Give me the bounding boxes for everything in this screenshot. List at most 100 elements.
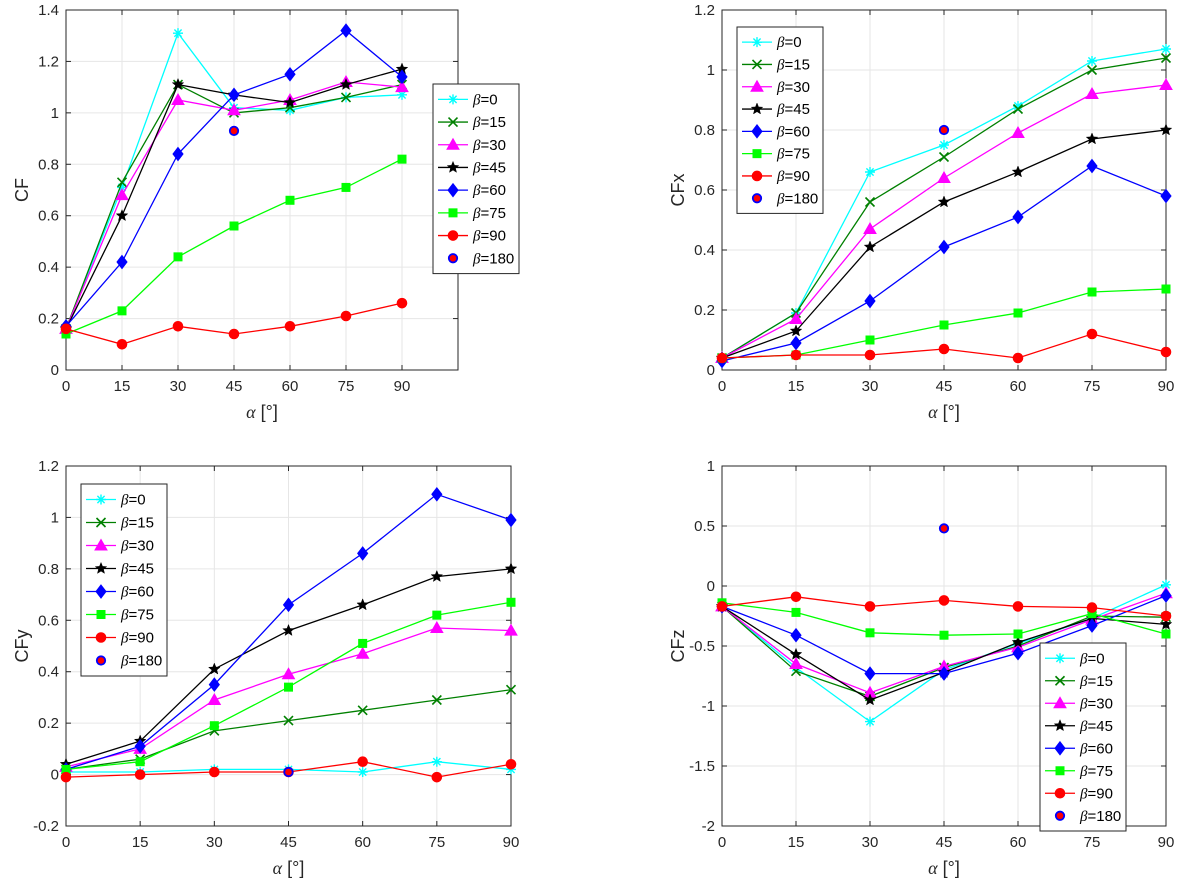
- data-point: [357, 705, 368, 716]
- y-axis-label: CFy: [12, 630, 32, 663]
- x-tick-label: 60: [1010, 378, 1027, 395]
- data-point: [1160, 188, 1172, 204]
- x-tick-label: 45: [936, 378, 953, 395]
- data-point: [355, 646, 370, 659]
- data-point: [790, 349, 802, 361]
- data-point: [283, 766, 294, 778]
- data-point: [60, 771, 72, 783]
- legend-entry: β=75: [742, 146, 810, 163]
- data-point: [116, 177, 128, 188]
- data-point: [227, 103, 241, 116]
- legend-symbol: β: [472, 251, 481, 267]
- data-point: [1012, 209, 1024, 225]
- x-tick-label: 15: [132, 834, 149, 851]
- legend-entry: β=75: [438, 205, 506, 222]
- data-point: [938, 666, 950, 681]
- legend-value: =0: [1087, 650, 1104, 667]
- data-point: [283, 715, 294, 726]
- legend-marker: [1054, 810, 1066, 821]
- y-tick-label: 1.2: [38, 53, 59, 70]
- legend-value: =180: [480, 250, 514, 267]
- legend: β=0β=15β=30β=45β=60β=75β=90β=180: [80, 483, 168, 677]
- x-axis-unit: [°]: [938, 858, 960, 878]
- data-point: [939, 320, 949, 330]
- series-beta-90: [60, 297, 408, 350]
- data-point: [1086, 328, 1098, 340]
- x-tick-label: 60: [354, 834, 371, 851]
- legend-marker: [752, 37, 762, 48]
- series-beta-180: [938, 124, 950, 136]
- x-tick-label: 90: [503, 834, 520, 851]
- data-point: [865, 628, 875, 638]
- data-point: [789, 324, 803, 337]
- legend-entry: β=30: [742, 79, 810, 96]
- data-point: [865, 716, 875, 727]
- data-point: [865, 167, 875, 177]
- legend-label: β=180: [1079, 808, 1121, 825]
- legend-label: β=45: [120, 561, 154, 578]
- series-beta-60: [60, 23, 408, 334]
- legend-box: [1039, 642, 1127, 832]
- data-point: [341, 182, 351, 192]
- legend-value: =90: [784, 168, 809, 185]
- data-point: [431, 694, 442, 706]
- legend-marker: [95, 632, 107, 643]
- x-tick-label: 0: [718, 378, 726, 395]
- legend-marker: [1054, 740, 1066, 756]
- y-tick-label: 0.2: [694, 302, 715, 319]
- legend-label: β=60: [120, 584, 154, 601]
- data-point: [938, 151, 950, 163]
- legend-label: β=15: [1079, 673, 1113, 690]
- legend-marker: [447, 253, 459, 264]
- legend-box: [736, 26, 824, 214]
- data-point: [1085, 132, 1099, 145]
- data-point: [790, 591, 802, 603]
- legend-symbol: β: [472, 160, 481, 176]
- data-point: [431, 486, 443, 502]
- data-point: [1086, 64, 1098, 76]
- legend-entry: β=90: [1045, 785, 1113, 802]
- x-axis-symbol: α: [246, 402, 256, 422]
- legend-value: =90: [480, 228, 505, 245]
- data-point: [716, 601, 728, 612]
- y-tick-label: 0.8: [38, 156, 59, 173]
- legend-symbol: β: [776, 35, 785, 51]
- y-tick-label: 1: [707, 458, 715, 475]
- data-point: [60, 323, 72, 335]
- legend-marker: [1055, 653, 1065, 664]
- legend-label: β=0: [1079, 650, 1105, 667]
- legend-label: β=15: [472, 114, 506, 131]
- data-point: [865, 335, 875, 345]
- data-point: [208, 677, 220, 692]
- data-point: [863, 240, 877, 253]
- legend-entry: β=30: [1045, 695, 1113, 712]
- y-tick-label: 0.6: [694, 182, 715, 199]
- legend-entry: β=45: [1045, 718, 1113, 735]
- series-beta-75: [61, 154, 407, 339]
- data-point: [229, 221, 239, 231]
- data-point: [171, 92, 185, 105]
- legend-value: =15: [784, 56, 809, 73]
- legend-symbol: β: [1079, 674, 1088, 690]
- data-point: [396, 297, 408, 309]
- y-tick-label: 0.8: [38, 561, 59, 578]
- data-point: [340, 310, 352, 322]
- legend-entry: β=0: [438, 91, 498, 108]
- legend-marker: [447, 230, 459, 241]
- legend-symbol: β: [1079, 741, 1088, 757]
- legend-entry: β=180: [95, 653, 162, 670]
- data-point: [506, 597, 516, 607]
- data-point: [228, 87, 240, 103]
- legend-label: β=60: [1079, 740, 1113, 757]
- legend-value: =45: [128, 561, 153, 578]
- data-point: [115, 209, 129, 222]
- data-point: [1161, 579, 1171, 590]
- data-point: [1086, 158, 1098, 174]
- series-beta-180: [283, 766, 294, 778]
- y-tick-label: 0.4: [694, 242, 715, 259]
- chart-panel-cf: 0 15 30 45 60 75 90 0 0.2 0.4 0.6 0.8 1 1.2 1.4 CF α [°]…: [12, 2, 520, 422]
- y-tick-label: 1: [51, 509, 59, 526]
- legend-label: β=0: [120, 492, 146, 509]
- data-point: [173, 252, 183, 262]
